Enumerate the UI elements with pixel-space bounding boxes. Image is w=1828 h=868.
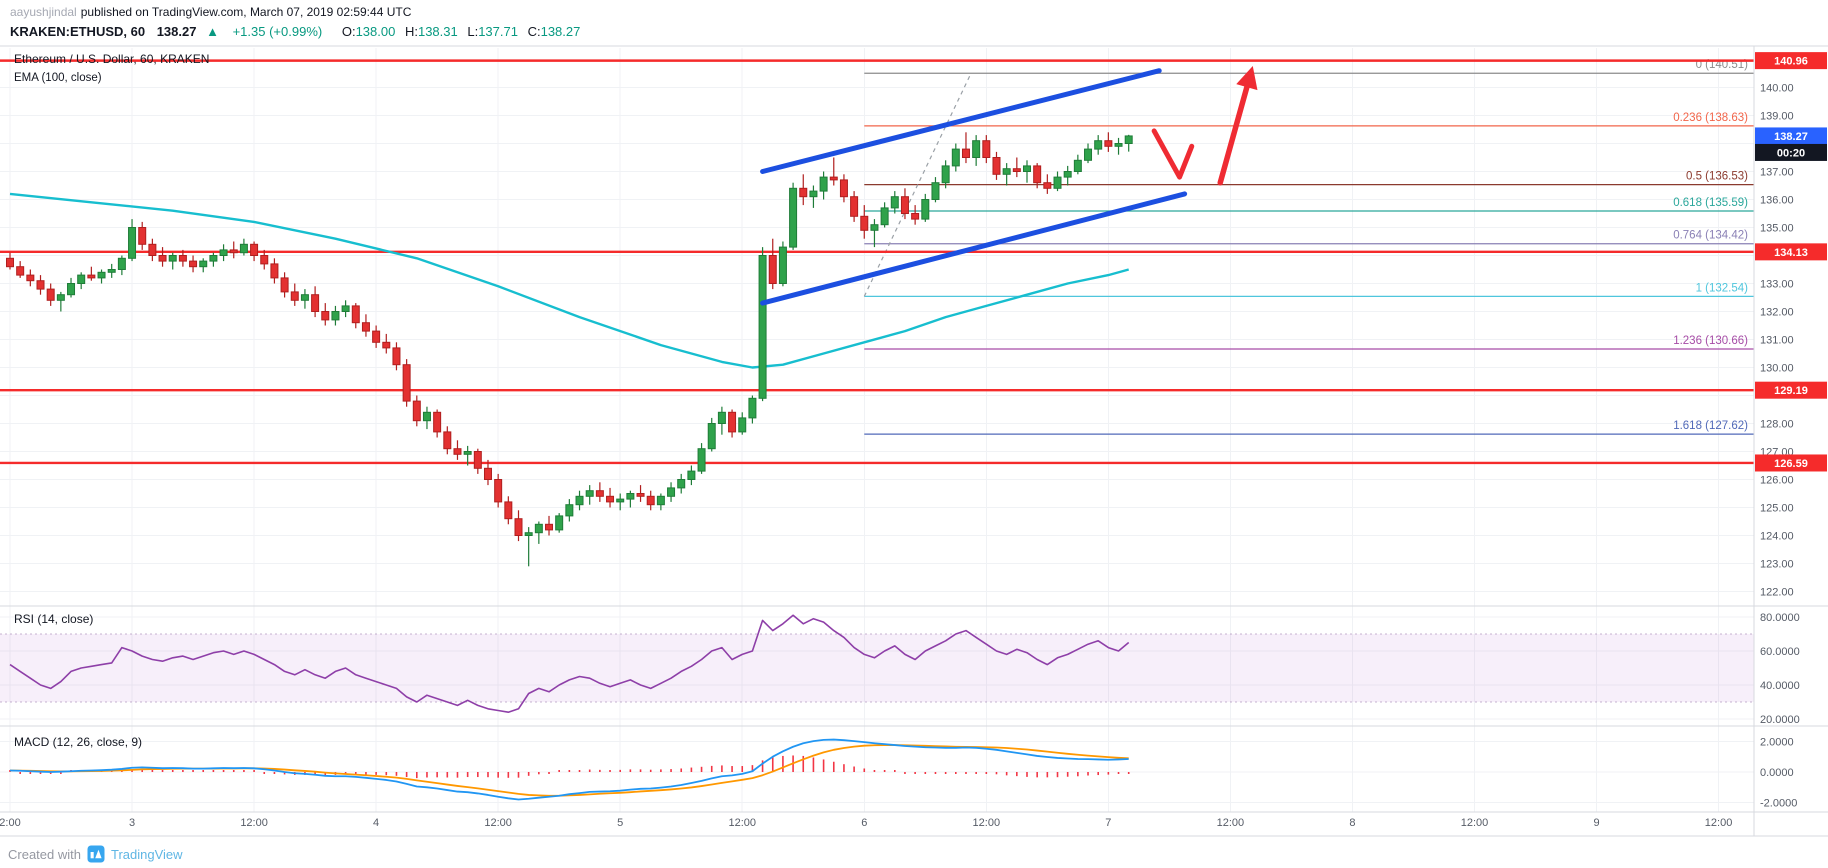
svg-text:1.618 (127.62): 1.618 (127.62)	[1673, 420, 1748, 432]
tradingview-brand-link[interactable]: TradingView	[110, 846, 183, 862]
svg-text:2.0000: 2.0000	[1760, 736, 1794, 748]
svg-text:00:20: 00:20	[1777, 147, 1805, 159]
close-value: 138.27	[540, 24, 581, 39]
last-price: 138.27	[156, 24, 197, 39]
svg-text:129.19: 129.19	[1774, 385, 1808, 397]
quote-bar: KRAKEN:ETHUSD, 60 138.27 ▲ +1.35 (+0.99%…	[10, 24, 580, 39]
open-value: 138.00	[355, 24, 396, 39]
svg-text:139.00: 139.00	[1760, 111, 1794, 123]
svg-text:124.00: 124.00	[1760, 531, 1794, 543]
svg-text:5: 5	[617, 817, 623, 829]
rsi-band	[0, 633, 1754, 703]
svg-text:0 (140.51): 0 (140.51)	[1696, 59, 1749, 71]
svg-text:125.00: 125.00	[1760, 503, 1794, 515]
candles-layer	[6, 132, 1133, 567]
close-label: C:	[527, 24, 541, 39]
svg-text:138.27: 138.27	[1774, 131, 1808, 143]
svg-text:0.5 (136.53): 0.5 (136.53)	[1686, 171, 1748, 183]
svg-text:133.00: 133.00	[1760, 279, 1794, 291]
byline-text: published on TradingView.com, March 07, …	[80, 5, 412, 19]
svg-text:123.00: 123.00	[1760, 559, 1794, 571]
svg-text:131.00: 131.00	[1760, 335, 1794, 347]
tradingview-logo-icon	[87, 845, 105, 863]
separators	[0, 45, 1828, 837]
svg-text:-2.0000: -2.0000	[1760, 798, 1797, 810]
time-axis: 2:00 3 12:00 4 12:00 5 12:00 6 12:00 7 12:00 8 12:00…	[0, 817, 1732, 829]
price-axis: 140.00 139.00 137.00 136.00 135.00 133.00 132.…	[1755, 52, 1827, 810]
svg-text:20.0000: 20.0000	[1760, 714, 1800, 726]
svg-text:80.0000: 80.0000	[1760, 612, 1800, 624]
footer: Created with TradingView	[8, 845, 183, 863]
svg-text:9: 9	[1593, 817, 1599, 829]
rsi-indicator-label: RSI (14, close)	[14, 612, 94, 626]
svg-text:12:00: 12:00	[484, 817, 512, 829]
low-label: L:	[467, 24, 479, 39]
ema-indicator-label: EMA (100, close)	[14, 72, 102, 84]
svg-text:3: 3	[129, 817, 135, 829]
svg-text:140.96: 140.96	[1774, 56, 1808, 68]
svg-text:132.00: 132.00	[1760, 307, 1794, 319]
support-resistance-layer	[0, 59, 1754, 465]
svg-text:7: 7	[1105, 817, 1111, 829]
svg-text:137.00: 137.00	[1760, 167, 1794, 179]
high-value: 138.31	[417, 24, 458, 39]
svg-text:135.00: 135.00	[1760, 223, 1794, 235]
footer-prefix: Created with	[8, 846, 81, 862]
arrow-annotations	[1151, 65, 1258, 186]
low-value: 137.71	[478, 24, 518, 39]
trend-channel-layer	[760, 68, 1188, 306]
byline: aayushjindal published on TradingView.com…	[10, 5, 411, 19]
svg-text:8: 8	[1349, 817, 1355, 829]
svg-text:2:00: 2:00	[0, 817, 21, 829]
svg-text:134.13: 134.13	[1774, 247, 1808, 259]
svg-text:0.618 (135.59): 0.618 (135.59)	[1673, 197, 1748, 209]
svg-text:12:00: 12:00	[1217, 817, 1245, 829]
svg-text:60.0000: 60.0000	[1760, 646, 1800, 658]
svg-text:128.00: 128.00	[1760, 419, 1794, 431]
price-change: +1.35 (+0.99%)	[232, 24, 323, 39]
svg-text:0.764 (134.42): 0.764 (134.42)	[1673, 230, 1748, 242]
change-direction-icon: ▲	[206, 24, 219, 39]
svg-text:126.59: 126.59	[1774, 458, 1808, 470]
svg-text:136.00: 136.00	[1760, 195, 1794, 207]
svg-text:12:00: 12:00	[973, 817, 1001, 829]
svg-text:1 (132.54): 1 (132.54)	[1696, 282, 1749, 294]
svg-text:122.00: 122.00	[1760, 587, 1794, 599]
svg-text:126.00: 126.00	[1760, 475, 1794, 487]
open-label: O:	[341, 24, 356, 39]
svg-text:12:00: 12:00	[728, 817, 756, 829]
high-label: H:	[404, 24, 418, 39]
svg-text:130.00: 130.00	[1760, 363, 1794, 375]
fib-layer: 0 (140.51) 0.236 (138.63) 0.5 (136.53) 0.61…	[863, 59, 1754, 435]
svg-text:4: 4	[373, 817, 379, 829]
ema-layer	[9, 192, 1130, 369]
svg-text:1.236 (130.66): 1.236 (130.66)	[1673, 335, 1748, 347]
chart-title: Ethereum / U.S. Dollar, 60, KRAKEN	[14, 52, 210, 66]
author-link[interactable]: aayushjindal	[10, 5, 77, 19]
svg-text:12:00: 12:00	[1461, 817, 1489, 829]
svg-text:12:00: 12:00	[240, 817, 268, 829]
macd-indicator-label: MACD (12, 26, close, 9)	[14, 735, 143, 749]
symbol-label: KRAKEN:ETHUSD, 60	[10, 24, 146, 39]
svg-text:0.236 (138.63): 0.236 (138.63)	[1673, 112, 1748, 124]
svg-text:12:00: 12:00	[1705, 817, 1733, 829]
svg-text:140.00: 140.00	[1760, 83, 1794, 95]
svg-text:0.0000: 0.0000	[1760, 767, 1794, 779]
svg-text:40.0000: 40.0000	[1760, 680, 1800, 692]
indicator-layer	[9, 614, 1130, 801]
svg-text:6: 6	[861, 817, 867, 829]
